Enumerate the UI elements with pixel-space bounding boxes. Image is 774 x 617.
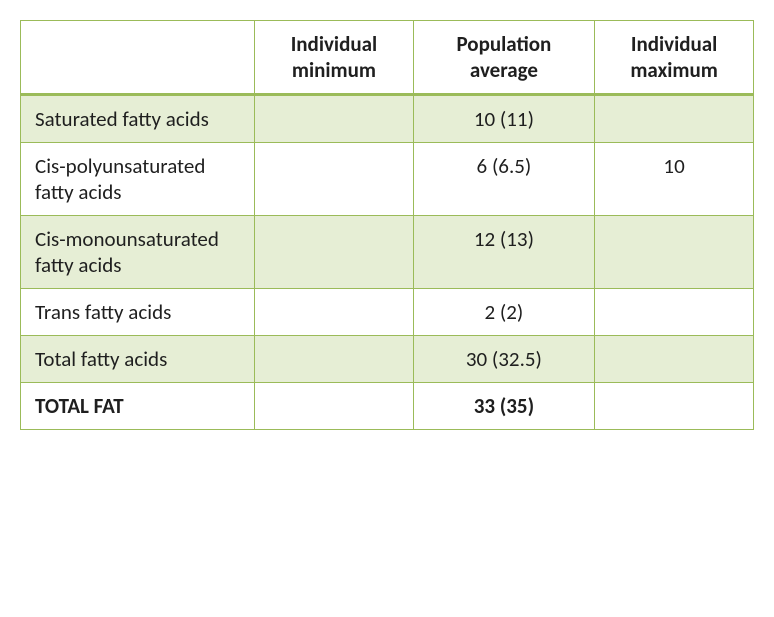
table-row: Cis-polyunsaturated fatty acids 6 (6.5) … [21,143,754,216]
cell-avg: 33 (35) [413,383,595,430]
table-row-total: TOTAL FAT 33 (35) [21,383,754,430]
cell-max [595,95,754,143]
row-label: TOTAL FAT [21,383,255,430]
cell-min [255,336,413,383]
cell-max: 10 [595,143,754,216]
cell-min [255,289,413,336]
fatty-acids-table: Individual minimum Population average In… [20,20,754,430]
cell-min [255,216,413,289]
cell-max [595,216,754,289]
table-row: Cis-monounsaturated fatty acids 12 (13) [21,216,754,289]
cell-max [595,289,754,336]
cell-min [255,383,413,430]
header-individual-maximum: Individual maximum [595,21,754,95]
row-label: Cis-polyunsaturated fatty acids [21,143,255,216]
cell-avg: 6 (6.5) [413,143,595,216]
header-blank [21,21,255,95]
cell-max [595,336,754,383]
cell-min [255,143,413,216]
row-label: Cis-monounsaturated fatty acids [21,216,255,289]
row-label: Saturated fatty acids [21,95,255,143]
table-body: Saturated fatty acids 10 (11) Cis-polyun… [21,95,754,430]
header-population-average: Population average [413,21,595,95]
row-label: Trans fatty acids [21,289,255,336]
cell-avg: 10 (11) [413,95,595,143]
cell-avg: 2 (2) [413,289,595,336]
table-row: Saturated fatty acids 10 (11) [21,95,754,143]
table-row: Trans fatty acids 2 (2) [21,289,754,336]
header-row: Individual minimum Population average In… [21,21,754,95]
cell-min [255,95,413,143]
header-individual-minimum: Individual minimum [255,21,413,95]
row-label: Total fatty acids [21,336,255,383]
table-row: Total fatty acids 30 (32.5) [21,336,754,383]
cell-max [595,383,754,430]
cell-avg: 12 (13) [413,216,595,289]
cell-avg: 30 (32.5) [413,336,595,383]
